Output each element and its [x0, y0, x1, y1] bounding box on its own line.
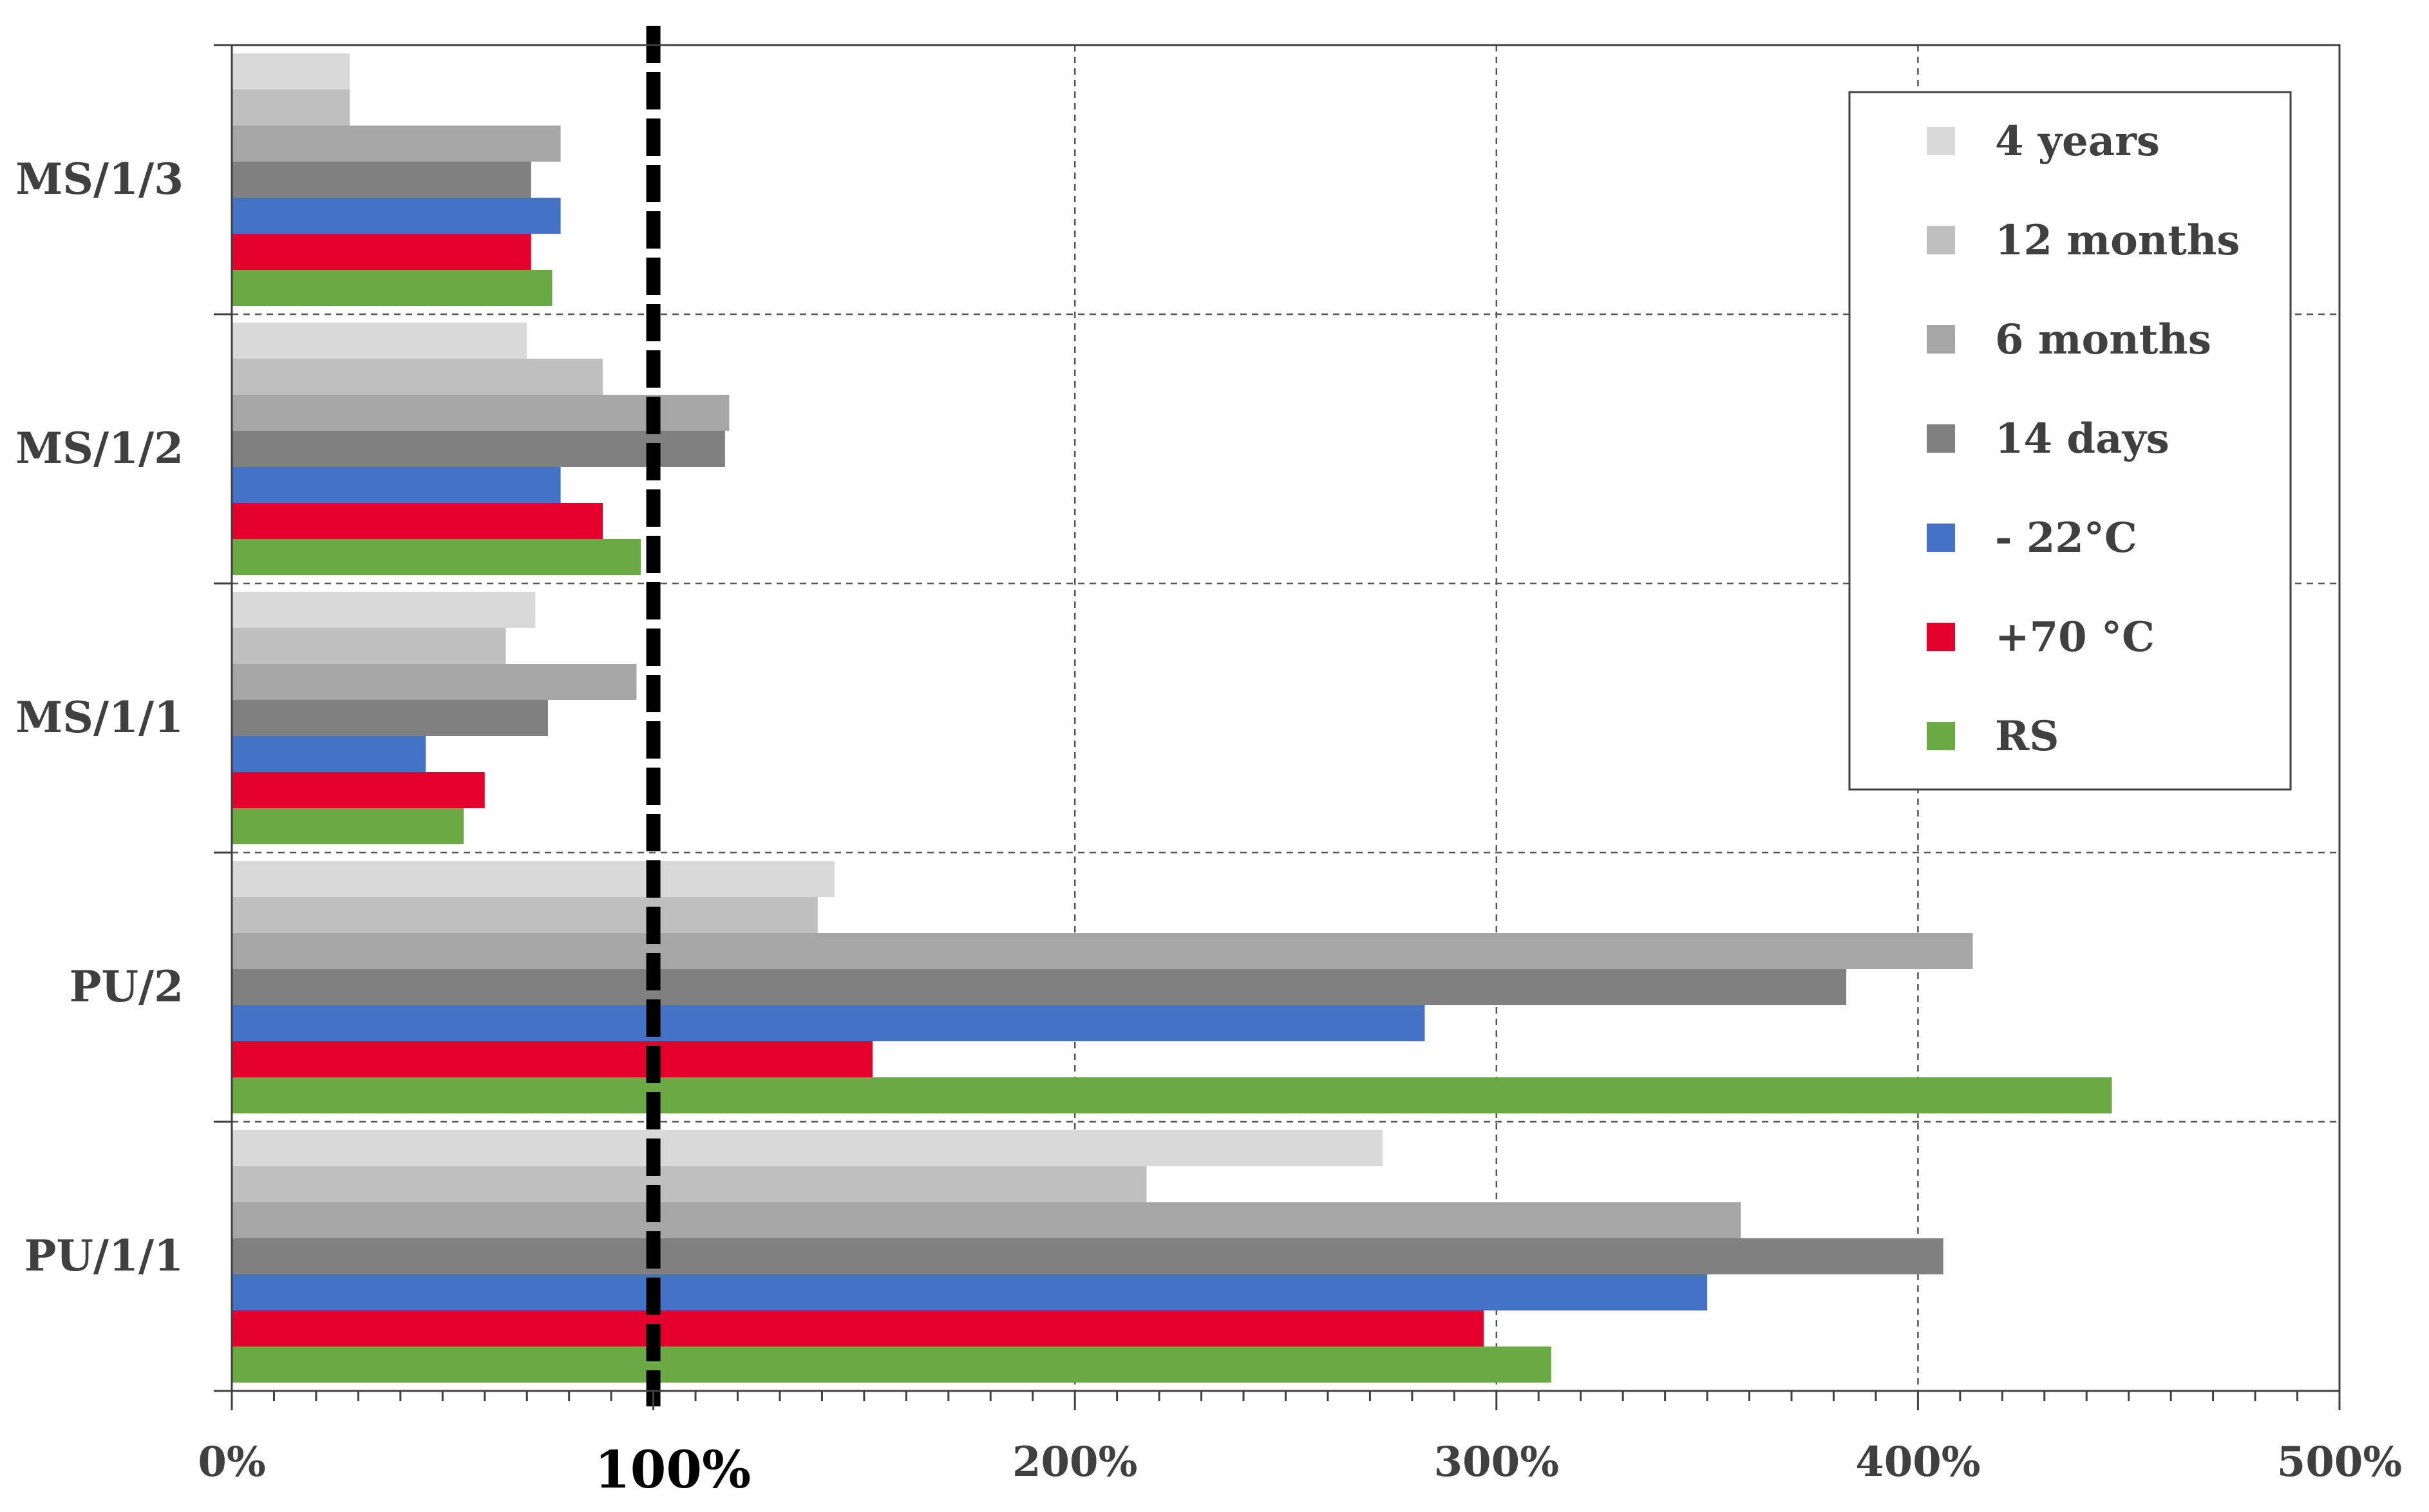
bar: [232, 736, 426, 772]
bar: [232, 431, 725, 467]
legend-label: RS: [1995, 712, 2059, 761]
category-label: PU/2: [70, 961, 184, 1012]
bar: [232, 162, 531, 198]
legend-label: - 22°C: [1995, 514, 2137, 562]
bar: [232, 467, 561, 503]
bar: [232, 1202, 1741, 1238]
legend-swatch: [1927, 226, 1955, 254]
x-tick-label: 500%: [2277, 1438, 2402, 1486]
bar: [232, 1041, 873, 1077]
bar: [232, 53, 350, 90]
x-tick-label: 400%: [1855, 1438, 1980, 1486]
legend-swatch: [1927, 127, 1955, 155]
bar: [232, 969, 1847, 1005]
bar: [232, 234, 531, 270]
axes: [214, 44, 2341, 1410]
bar: [232, 270, 553, 306]
bar: [232, 933, 1973, 969]
bar: [232, 126, 561, 162]
bar: [232, 1347, 1551, 1383]
bar: [232, 664, 637, 700]
legend-label: 14 days: [1995, 415, 2169, 463]
bar: [232, 1274, 1708, 1310]
x-tick-label: 0%: [198, 1438, 265, 1486]
bar: [232, 808, 464, 844]
bar: [232, 1005, 1425, 1041]
legend-label: 12 months: [1995, 216, 2240, 265]
axis-labels: MS/1/3 MS/1/2 MS/1/1 PU/2 PU/1/1 0% 100% 200% 30…: [15, 154, 2402, 1500]
legend-swatch: [1927, 524, 1955, 552]
bar: [232, 1130, 1383, 1166]
legend-label: 6 months: [1995, 316, 2211, 364]
bar: [232, 503, 603, 539]
bar: [232, 323, 527, 359]
x-tick-label: 200%: [1012, 1438, 1137, 1486]
bar: [232, 1310, 1484, 1347]
category-label: PU/1/1: [24, 1231, 184, 1281]
x-tick-label: 100%: [594, 1439, 751, 1500]
legend-swatch: [1927, 325, 1955, 354]
bar: [232, 198, 561, 234]
bar: [232, 539, 641, 575]
category-label: MS/1/3: [15, 154, 184, 204]
bar: [232, 1238, 1943, 1274]
bar: [232, 897, 818, 933]
bar: [232, 359, 603, 395]
legend-swatch: [1927, 722, 1955, 750]
category-label: MS/1/1: [15, 692, 184, 742]
x-tick-label: 300%: [1434, 1438, 1559, 1486]
legend: 4 years 12 months 6 months 14 days - 22°C +70…: [1848, 91, 2292, 791]
bar: [232, 628, 506, 664]
legend-swatch: [1927, 623, 1955, 651]
bar: [232, 90, 350, 126]
bar: [232, 772, 485, 808]
bar: [232, 861, 835, 897]
bars: [232, 53, 2112, 1383]
bar: [232, 1166, 1147, 1202]
legend-box: [1848, 91, 2292, 791]
category-label: MS/1/2: [15, 423, 184, 473]
bar: [232, 700, 548, 736]
legend-label: 4 years: [1995, 117, 2160, 165]
bar: [232, 592, 536, 628]
bar: [232, 1077, 2112, 1113]
legend-label: +70 °C: [1995, 613, 2155, 661]
legend-swatch: [1927, 424, 1955, 453]
